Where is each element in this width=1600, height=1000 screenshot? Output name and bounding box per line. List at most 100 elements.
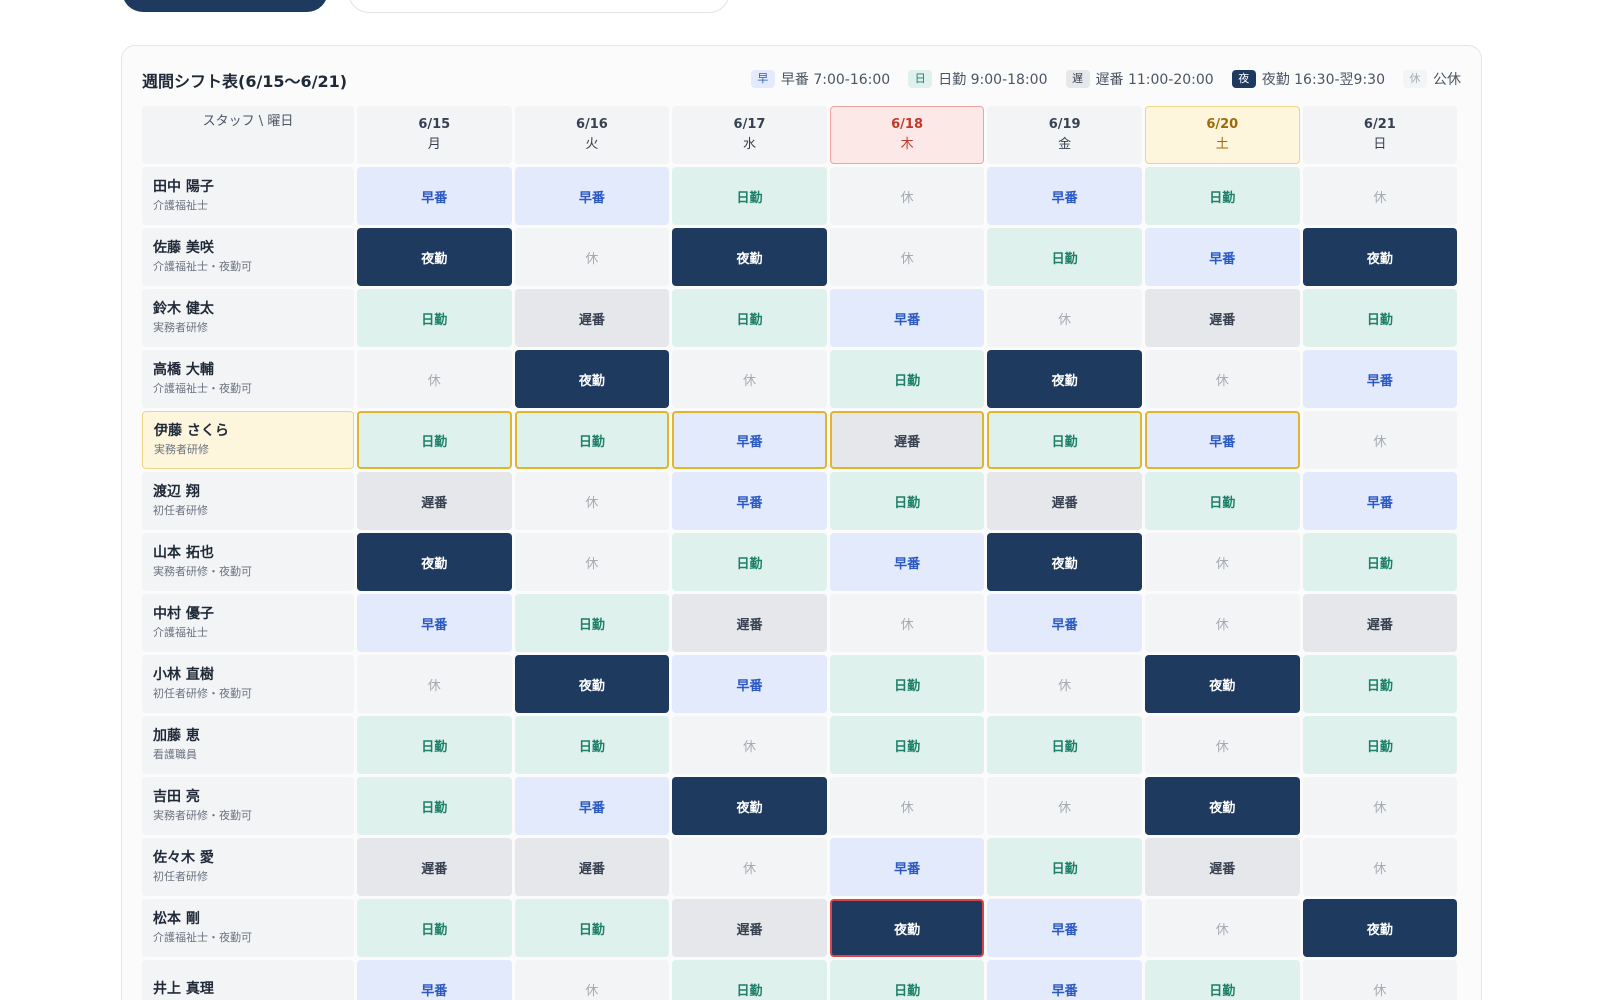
- shift-cell-night[interactable]: 夜勤: [829, 899, 985, 957]
- shift-cell-off[interactable]: 休: [514, 533, 670, 591]
- shift-cell-day[interactable]: 日勤: [357, 777, 512, 835]
- staff-cell[interactable]: 鈴木 健太 実務者研修: [142, 289, 354, 347]
- staff-cell[interactable]: 伊藤 さくら 実務者研修: [142, 411, 354, 469]
- shift-cell-day[interactable]: 日勤: [987, 228, 1142, 286]
- staff-cell[interactable]: 山本 拓也 実務者研修・夜勤可: [142, 533, 354, 591]
- shift-cell-day[interactable]: 日勤: [514, 899, 670, 957]
- shift-cell-late[interactable]: 遅番: [357, 838, 512, 896]
- shift-cell-early[interactable]: 早番: [829, 289, 985, 347]
- shift-cell-off[interactable]: 休: [1144, 533, 1300, 591]
- shift-cell-off[interactable]: 休: [1144, 594, 1300, 652]
- shift-cell-off[interactable]: 休: [672, 350, 827, 408]
- shift-cell-off[interactable]: 休: [514, 228, 670, 286]
- shift-cell-early[interactable]: 早番: [1144, 228, 1300, 286]
- shift-cell-off[interactable]: 休: [357, 350, 512, 408]
- shift-cell-off[interactable]: 休: [1302, 838, 1458, 896]
- shift-cell-off[interactable]: 休: [514, 960, 670, 1000]
- shift-cell-early[interactable]: 早番: [357, 167, 512, 225]
- shift-cell-late[interactable]: 遅番: [514, 838, 670, 896]
- shift-cell-late[interactable]: 遅番: [987, 472, 1142, 530]
- staff-cell[interactable]: 吉田 亮実務者研修・夜勤可: [142, 777, 354, 835]
- shift-cell-off[interactable]: 休: [829, 167, 985, 225]
- shift-cell-early[interactable]: 早番: [514, 167, 670, 225]
- shift-cell-day[interactable]: 日勤: [357, 289, 512, 347]
- shift-cell-late[interactable]: 遅番: [357, 472, 512, 530]
- shift-cell-night[interactable]: 夜勤: [1144, 777, 1300, 835]
- shift-cell-early[interactable]: 早番: [987, 899, 1142, 957]
- shift-cell-late[interactable]: 遅番: [1302, 594, 1458, 652]
- shift-cell-off[interactable]: 休: [1302, 777, 1458, 835]
- shift-cell-night[interactable]: 夜勤: [987, 533, 1142, 591]
- shift-cell-day[interactable]: 日勤: [829, 960, 985, 1000]
- shift-cell-off[interactable]: 休: [357, 655, 512, 713]
- shift-cell-early[interactable]: 早番: [987, 960, 1142, 1000]
- shift-cell-off[interactable]: 休: [829, 594, 985, 652]
- shift-cell-late[interactable]: 遅番: [514, 289, 670, 347]
- shift-cell-off[interactable]: 休: [987, 777, 1142, 835]
- shift-cell-night[interactable]: 夜勤: [672, 228, 827, 286]
- shift-cell-late[interactable]: 遅番: [829, 411, 985, 469]
- shift-cell-late[interactable]: 遅番: [672, 594, 827, 652]
- staff-cell[interactable]: 小林 直樹 初任者研修・夜勤可: [142, 655, 354, 713]
- shift-cell-off[interactable]: 休: [1144, 350, 1300, 408]
- staff-cell[interactable]: 渡辺 翔初任者研修: [142, 472, 354, 530]
- shift-cell-early[interactable]: 早番: [672, 411, 827, 469]
- staff-cell[interactable]: 高橋 大輔 介護福祉士・夜勤可: [142, 350, 354, 408]
- shift-cell-early[interactable]: 早番: [672, 472, 827, 530]
- shift-cell-off[interactable]: 休: [672, 838, 827, 896]
- shift-cell-day[interactable]: 日勤: [514, 716, 670, 774]
- shift-cell-early[interactable]: 早番: [514, 777, 670, 835]
- primary-action-button[interactable]: [122, 0, 328, 12]
- shift-cell-day[interactable]: 日勤: [987, 411, 1142, 469]
- shift-cell-day[interactable]: 日勤: [1144, 960, 1300, 1000]
- staff-cell[interactable]: 加藤 恵看護職員: [142, 716, 354, 774]
- shift-cell-day[interactable]: 日勤: [672, 960, 827, 1000]
- shift-cell-day[interactable]: 日勤: [1144, 167, 1300, 225]
- shift-cell-day[interactable]: 日勤: [514, 411, 670, 469]
- shift-cell-night[interactable]: 夜勤: [514, 350, 670, 408]
- staff-cell[interactable]: 田中 陽子 介護福祉士: [142, 167, 354, 225]
- shift-cell-night[interactable]: 夜勤: [357, 228, 512, 286]
- staff-cell[interactable]: 松本 剛介護福祉士・夜勤可: [142, 899, 354, 957]
- shift-cell-early[interactable]: 早番: [829, 838, 985, 896]
- secondary-action-button[interactable]: [348, 0, 730, 13]
- shift-cell-day[interactable]: 日勤: [1302, 533, 1458, 591]
- shift-cell-day[interactable]: 日勤: [672, 289, 827, 347]
- shift-cell-early[interactable]: 早番: [829, 533, 985, 591]
- shift-cell-day[interactable]: 日勤: [357, 716, 512, 774]
- shift-cell-night[interactable]: 夜勤: [1302, 228, 1458, 286]
- shift-cell-night[interactable]: 夜勤: [987, 350, 1142, 408]
- shift-cell-day[interactable]: 日勤: [357, 411, 512, 469]
- shift-cell-early[interactable]: 早番: [987, 594, 1142, 652]
- shift-cell-day[interactable]: 日勤: [987, 838, 1142, 896]
- shift-cell-early[interactable]: 早番: [1144, 411, 1300, 469]
- shift-cell-early[interactable]: 早番: [987, 167, 1142, 225]
- shift-cell-off[interactable]: 休: [514, 472, 670, 530]
- staff-cell[interactable]: 佐藤 美咲 介護福祉士・夜勤可: [142, 228, 354, 286]
- shift-cell-early[interactable]: 早番: [357, 594, 512, 652]
- shift-cell-day[interactable]: 日勤: [829, 472, 985, 530]
- shift-cell-off[interactable]: 休: [672, 716, 827, 774]
- shift-cell-late[interactable]: 遅番: [1144, 289, 1300, 347]
- shift-cell-day[interactable]: 日勤: [829, 716, 985, 774]
- shift-cell-late[interactable]: 遅番: [1144, 838, 1300, 896]
- shift-cell-day[interactable]: 日勤: [829, 350, 985, 408]
- shift-cell-night[interactable]: 夜勤: [1302, 899, 1458, 957]
- shift-cell-day[interactable]: 日勤: [1144, 472, 1300, 530]
- staff-cell[interactable]: 佐々木 愛初任者研修: [142, 838, 354, 896]
- shift-cell-early[interactable]: 早番: [672, 655, 827, 713]
- shift-cell-night[interactable]: 夜勤: [514, 655, 670, 713]
- shift-cell-off[interactable]: 休: [987, 655, 1142, 713]
- shift-cell-day[interactable]: 日勤: [829, 655, 985, 713]
- shift-cell-off[interactable]: 休: [1302, 960, 1458, 1000]
- shift-cell-early[interactable]: 早番: [357, 960, 512, 1000]
- staff-cell[interactable]: 井上 真理: [142, 960, 354, 1000]
- shift-cell-day[interactable]: 日勤: [672, 167, 827, 225]
- shift-cell-night[interactable]: 夜勤: [357, 533, 512, 591]
- shift-cell-off[interactable]: 休: [1144, 899, 1300, 957]
- shift-cell-off[interactable]: 休: [1144, 716, 1300, 774]
- shift-cell-day[interactable]: 日勤: [1302, 655, 1458, 713]
- shift-cell-off[interactable]: 休: [1302, 411, 1458, 469]
- shift-cell-early[interactable]: 早番: [1302, 472, 1458, 530]
- shift-cell-day[interactable]: 日勤: [357, 899, 512, 957]
